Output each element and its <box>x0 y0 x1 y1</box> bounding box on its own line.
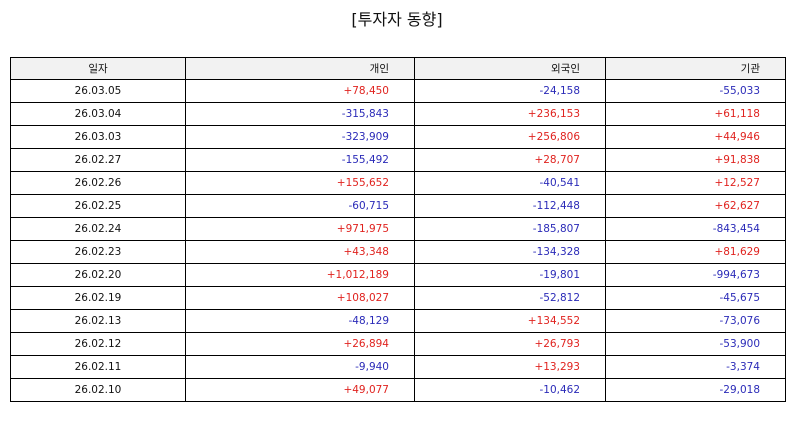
date-cell: 26.03.03 <box>10 125 186 149</box>
date-cell: 26.02.23 <box>10 240 186 264</box>
foreign-cell: +26,793 <box>414 332 606 356</box>
foreign-cell: -40,541 <box>414 171 606 195</box>
institution-cell: +12,527 <box>605 171 786 195</box>
individual-cell: -315,843 <box>185 102 415 126</box>
table-row: 26.03.04 -315,843 +236,153 +61,118 <box>10 102 786 126</box>
foreign-cell: -112,448 <box>414 194 606 218</box>
individual-cell: +971,975 <box>185 217 415 241</box>
institution-cell: -994,673 <box>605 263 786 287</box>
foreign-cell: +134,552 <box>414 309 606 333</box>
foreign-cell: -19,801 <box>414 263 606 287</box>
table-header-row: 일자 개인 외국인 기관 <box>10 57 786 80</box>
date-cell: 26.02.19 <box>10 286 186 310</box>
institution-cell: -55,033 <box>605 79 786 103</box>
date-cell: 26.02.27 <box>10 148 186 172</box>
institution-cell: -3,374 <box>605 355 786 379</box>
investor-trend-table: 일자 개인 외국인 기관 26.03.05 +78,450 -24,158 -55,0… <box>10 57 786 402</box>
date-cell: 26.02.20 <box>10 263 186 287</box>
foreign-cell: -24,158 <box>414 79 606 103</box>
individual-cell: -323,909 <box>185 125 415 149</box>
individual-cell: +26,894 <box>185 332 415 356</box>
header-date: 일자 <box>10 57 186 80</box>
table-row: 26.02.27 -155,492 +28,707 +91,838 <box>10 148 786 172</box>
foreign-cell: -134,328 <box>414 240 606 264</box>
individual-cell: +155,652 <box>185 171 415 195</box>
individual-cell: +49,077 <box>185 378 415 402</box>
institution-cell: -73,076 <box>605 309 786 333</box>
table-row: 26.02.25 -60,715 -112,448 +62,627 <box>10 194 786 218</box>
institution-cell: +61,118 <box>605 102 786 126</box>
table-row: 26.02.24 +971,975 -185,807 -843,454 <box>10 217 786 241</box>
header-individual: 개인 <box>185 57 415 80</box>
foreign-cell: +256,806 <box>414 125 606 149</box>
header-institution: 기관 <box>605 57 786 80</box>
institution-cell: +62,627 <box>605 194 786 218</box>
date-cell: 26.02.11 <box>10 355 186 379</box>
individual-cell: -155,492 <box>185 148 415 172</box>
table-row: 26.02.10 +49,077 -10,462 -29,018 <box>10 378 786 402</box>
table-row: 26.02.26 +155,652 -40,541 +12,527 <box>10 171 786 195</box>
table-row: 26.02.11 -9,940 +13,293 -3,374 <box>10 355 786 379</box>
institution-cell: -53,900 <box>605 332 786 356</box>
foreign-cell: +13,293 <box>414 355 606 379</box>
institution-cell: +91,838 <box>605 148 786 172</box>
institution-cell: +81,629 <box>605 240 786 264</box>
table-row: 26.02.23 +43,348 -134,328 +81,629 <box>10 240 786 264</box>
date-cell: 26.02.26 <box>10 171 186 195</box>
date-cell: 26.03.05 <box>10 79 186 103</box>
individual-cell: +108,027 <box>185 286 415 310</box>
foreign-cell: -52,812 <box>414 286 606 310</box>
individual-cell: +43,348 <box>185 240 415 264</box>
page-title: [투자자 동향] <box>351 10 443 29</box>
individual-cell: +78,450 <box>185 79 415 103</box>
date-cell: 26.02.12 <box>10 332 186 356</box>
date-cell: 26.02.13 <box>10 309 186 333</box>
individual-cell: +1,012,189 <box>185 263 415 287</box>
date-cell: 26.02.25 <box>10 194 186 218</box>
header-foreign: 외국인 <box>414 57 606 80</box>
foreign-cell: +236,153 <box>414 102 606 126</box>
foreign-cell: -185,807 <box>414 217 606 241</box>
date-cell: 26.03.04 <box>10 102 186 126</box>
institution-cell: +44,946 <box>605 125 786 149</box>
individual-cell: -60,715 <box>185 194 415 218</box>
individual-cell: -9,940 <box>185 355 415 379</box>
table-row: 26.03.05 +78,450 -24,158 -55,033 <box>10 79 786 103</box>
foreign-cell: +28,707 <box>414 148 606 172</box>
table-row: 26.03.03 -323,909 +256,806 +44,946 <box>10 125 786 149</box>
table-row: 26.02.19 +108,027 -52,812 -45,675 <box>10 286 786 310</box>
table-body: 26.03.05 +78,450 -24,158 -55,033 26.03.04 -31… <box>10 79 786 402</box>
institution-cell: -843,454 <box>605 217 786 241</box>
table-row: 26.02.13 -48,129 +134,552 -73,076 <box>10 309 786 333</box>
table-row: 26.02.12 +26,894 +26,793 -53,900 <box>10 332 786 356</box>
institution-cell: -45,675 <box>605 286 786 310</box>
date-cell: 26.02.10 <box>10 378 186 402</box>
table-row: 26.02.20 +1,012,189 -19,801 -994,673 <box>10 263 786 287</box>
foreign-cell: -10,462 <box>414 378 606 402</box>
individual-cell: -48,129 <box>185 309 415 333</box>
date-cell: 26.02.24 <box>10 217 186 241</box>
institution-cell: -29,018 <box>605 378 786 402</box>
